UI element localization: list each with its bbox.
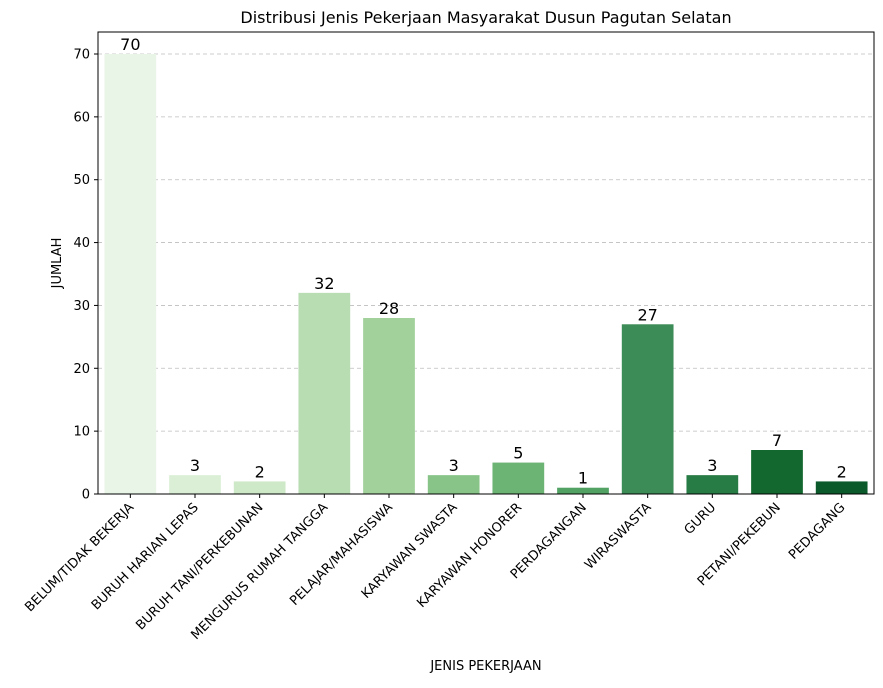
bar-value-label: 70 bbox=[120, 35, 140, 54]
x-tick-label: BURUH HARIAN LEPAS bbox=[89, 500, 202, 613]
bar-value-label: 28 bbox=[379, 299, 399, 318]
bar bbox=[621, 324, 674, 494]
bar bbox=[815, 481, 868, 494]
bar-value-label: 5 bbox=[513, 444, 523, 463]
bar bbox=[104, 54, 157, 494]
bars bbox=[104, 54, 868, 494]
x-tick-label: KARYAWAN HONORER bbox=[414, 500, 525, 611]
axes bbox=[97, 31, 875, 495]
y-tick-label: 70 bbox=[73, 48, 90, 63]
chart-title: Distribusi Jenis Pekerjaan Masyarakat Du… bbox=[240, 8, 731, 27]
y-axis-title: JUMLAH bbox=[50, 238, 65, 290]
y-tick-label: 20 bbox=[73, 362, 90, 377]
y-tick-label: 10 bbox=[73, 425, 90, 440]
bar bbox=[492, 462, 545, 494]
bar-value-label: 2 bbox=[255, 462, 265, 481]
y-tick-label: 0 bbox=[82, 488, 90, 503]
bar bbox=[686, 475, 739, 494]
y-tick-label: 50 bbox=[73, 173, 90, 188]
x-tick-label: MENGURUS RUMAH TANGGA bbox=[188, 500, 331, 643]
bar-value-label: 1 bbox=[578, 469, 588, 488]
y-tick-label: 60 bbox=[73, 110, 90, 125]
bar bbox=[427, 475, 480, 494]
bar-value-label: 3 bbox=[449, 456, 459, 475]
y-axis-ticks: 0 10 20 30 40 50 60 70 bbox=[73, 48, 98, 503]
x-tick-label: PEDAGANG bbox=[786, 500, 848, 562]
bar bbox=[363, 318, 415, 494]
bar-value-label: 7 bbox=[772, 431, 782, 450]
bar-value-label: 27 bbox=[637, 305, 657, 324]
x-axis-title: JENIS PEKERJAAN bbox=[429, 659, 541, 674]
bar bbox=[557, 487, 609, 494]
bar bbox=[169, 475, 221, 494]
bar-value-label: 3 bbox=[707, 456, 717, 475]
bar-value-label: 32 bbox=[314, 274, 334, 293]
bar bbox=[233, 481, 286, 494]
bar bbox=[298, 292, 351, 494]
x-tick-label: BURUH TANI/PERKEBUNAN bbox=[133, 500, 266, 633]
x-tick-label: WIRASWASTA bbox=[582, 500, 655, 573]
plot-frame bbox=[97, 31, 875, 495]
gridlines bbox=[98, 53, 874, 495]
bar-value-label: 3 bbox=[190, 456, 200, 475]
bar bbox=[751, 450, 803, 494]
x-tick-label: BELUM/TIDAK BEKERJA bbox=[22, 500, 137, 615]
y-tick-label: 30 bbox=[73, 299, 90, 314]
x-tick-label: GURU bbox=[682, 500, 720, 538]
bar-value-label: 2 bbox=[837, 462, 847, 481]
y-tick-label: 40 bbox=[73, 236, 90, 251]
